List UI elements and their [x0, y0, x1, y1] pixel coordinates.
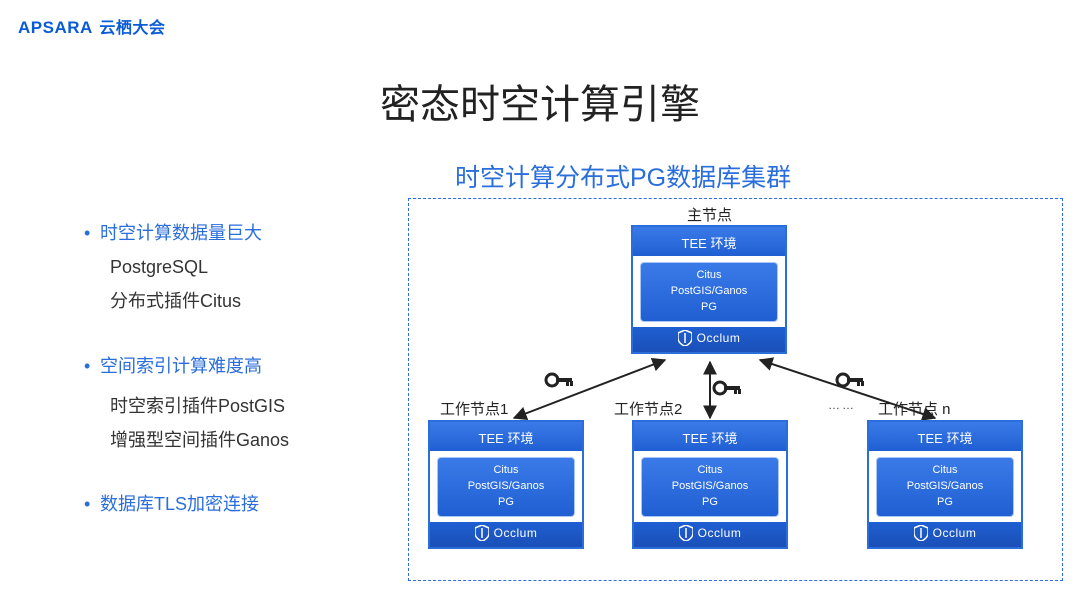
node-foot: Occlum — [634, 522, 786, 547]
node-inner-line: Citus — [642, 463, 778, 479]
node-inner-line: PG — [642, 495, 778, 511]
node-inner: Citus PostGIS/Ganos PG — [437, 457, 575, 517]
bullet-head: 空间索引计算难度高 — [100, 349, 400, 383]
node-foot-label: Occlum — [697, 331, 741, 345]
node-foot: Occlum — [430, 522, 582, 547]
bullet-sub: 时空索引插件PostGIS — [110, 389, 400, 423]
bullet-group: 时空计算数据量巨大 PostgreSQL 分布式插件Citus — [100, 216, 400, 319]
bullet-group: 数据库TLS加密连接 — [100, 487, 400, 521]
shield-icon — [475, 525, 489, 541]
node-inner-line: PG — [877, 495, 1013, 511]
node-label-w2: 工作节点2 — [614, 398, 682, 419]
node-foot-label: Occlum — [933, 526, 977, 540]
node-foot-label: Occlum — [698, 526, 742, 540]
node-inner-line: PostGIS/Ganos — [877, 479, 1013, 495]
logo-cn: 云栖大会 — [99, 20, 165, 37]
node-inner-line: PostGIS/Ganos — [438, 479, 574, 495]
shield-icon — [678, 330, 692, 346]
node-inner-line: PostGIS/Ganos — [642, 479, 778, 495]
node-inner: Citus PostGIS/Ganos PG — [876, 457, 1014, 517]
node-foot: Occlum — [869, 522, 1021, 547]
bullet-sub: PostgreSQL — [110, 250, 400, 284]
node-head: TEE 环境 — [633, 227, 785, 256]
bullet-sub: 增强型空间插件Ganos — [110, 423, 400, 457]
node-inner-line: Citus — [641, 268, 777, 284]
node-label-w1: 工作节点1 — [440, 398, 508, 419]
ellipsis-workers: …… — [828, 398, 856, 412]
node-head: TEE 环境 — [430, 422, 582, 451]
node-head: TEE 环境 — [869, 422, 1021, 451]
node-inner-line: PG — [438, 495, 574, 511]
diagram-subtitle: 时空计算分布式PG数据库集群 — [455, 158, 791, 194]
bullet-head: 时空计算数据量巨大 — [100, 216, 400, 250]
shield-icon — [679, 525, 693, 541]
worker-node-1: TEE 环境 Citus PostGIS/Ganos PG Occlum — [428, 420, 584, 549]
shield-icon — [914, 525, 928, 541]
logo-en: APSARA — [18, 18, 92, 37]
master-node: TEE 环境 Citus PostGIS/Ganos PG Occlum — [631, 225, 787, 354]
worker-node-n: TEE 环境 Citus PostGIS/Ganos PG Occlum — [867, 420, 1023, 549]
node-inner-line: Citus — [877, 463, 1013, 479]
node-inner: Citus PostGIS/Ganos PG — [640, 262, 778, 322]
node-inner-line: PG — [641, 300, 777, 316]
bullet-sub: 分布式插件Citus — [110, 284, 400, 318]
node-inner-line: Citus — [438, 463, 574, 479]
bullet-head: 数据库TLS加密连接 — [100, 487, 400, 521]
node-inner-line: PostGIS/Ganos — [641, 284, 777, 300]
node-inner: Citus PostGIS/Ganos PG — [641, 457, 779, 517]
apsara-logo: APSARA 云栖大会 — [18, 14, 165, 38]
node-label-wn: 工作节点 n — [878, 398, 951, 419]
node-foot-label: Occlum — [494, 526, 538, 540]
bullet-group: 空间索引计算难度高 时空索引插件PostGIS 增强型空间插件Ganos — [100, 349, 400, 458]
node-head: TEE 环境 — [634, 422, 786, 451]
worker-node-2: TEE 环境 Citus PostGIS/Ganos PG Occlum — [632, 420, 788, 549]
bullet-list: 时空计算数据量巨大 PostgreSQL 分布式插件Citus 空间索引计算难度… — [100, 216, 400, 551]
page-title: 密态时空计算引擎 — [0, 72, 1080, 130]
node-label-master: 主节点 — [687, 204, 732, 225]
node-foot: Occlum — [633, 327, 785, 352]
